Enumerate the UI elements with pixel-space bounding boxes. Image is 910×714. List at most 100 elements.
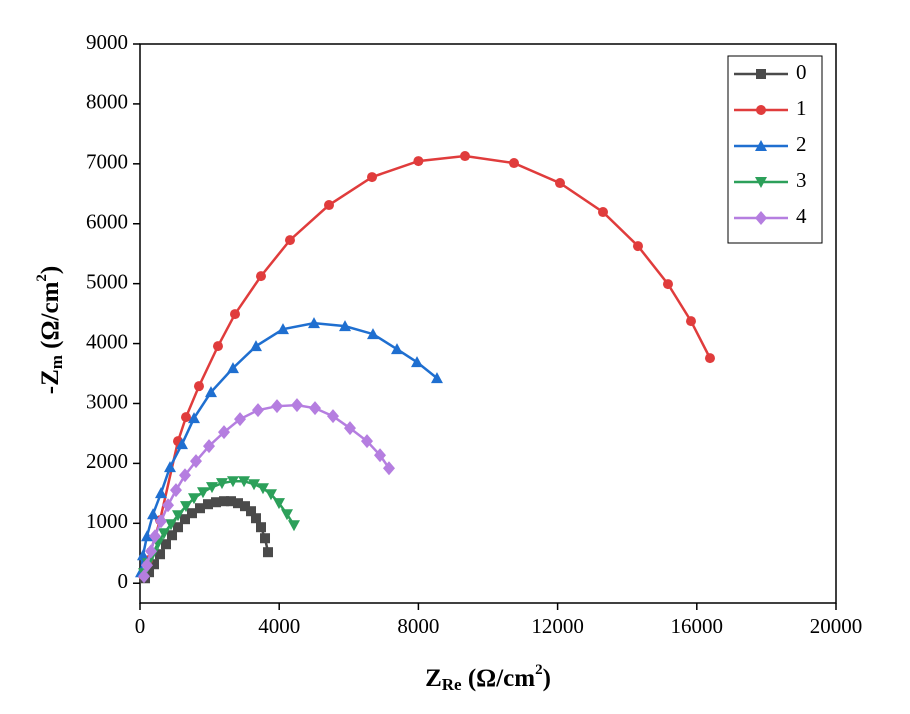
- marker: [218, 425, 231, 440]
- marker: [290, 398, 303, 413]
- marker: [193, 381, 204, 392]
- marker: [284, 235, 295, 246]
- marker: [430, 372, 443, 384]
- legend-label: 0: [796, 60, 807, 84]
- x-label-unit: (Ω/cm: [462, 665, 536, 692]
- y-label-sub: m: [47, 355, 66, 369]
- marker: [162, 498, 175, 513]
- legend-label: 1: [796, 96, 807, 120]
- x-label-sub: Re: [442, 675, 462, 694]
- marker: [211, 497, 222, 508]
- marker: [140, 530, 153, 542]
- marker: [136, 549, 149, 561]
- marker: [390, 343, 403, 355]
- marker: [158, 528, 171, 540]
- marker: [172, 510, 185, 522]
- x-tick-label: 0: [135, 614, 146, 638]
- y-label-sup: 2: [34, 274, 50, 282]
- marker: [262, 547, 273, 558]
- x-tick-label: 16000: [671, 614, 724, 638]
- marker: [327, 409, 340, 424]
- marker: [148, 529, 161, 544]
- marker: [188, 493, 201, 505]
- marker: [196, 487, 209, 499]
- marker: [361, 434, 374, 449]
- marker: [704, 353, 715, 364]
- marker: [226, 362, 239, 374]
- marker: [255, 522, 266, 533]
- marker: [248, 479, 261, 491]
- marker: [250, 513, 261, 524]
- marker: [206, 482, 219, 494]
- marker: [140, 558, 153, 573]
- marker: [186, 508, 197, 519]
- y-tick-label: 1000: [86, 509, 128, 533]
- y-tick-label: 8000: [86, 90, 128, 114]
- marker: [287, 520, 300, 532]
- legend-label: 2: [796, 132, 807, 156]
- marker: [366, 328, 379, 340]
- marker: [276, 323, 289, 335]
- x-tick-label: 4000: [258, 614, 300, 638]
- y-tick-label: 9000: [86, 30, 128, 54]
- marker: [169, 483, 182, 498]
- x-tick-label: 12000: [531, 614, 584, 638]
- marker: [632, 241, 643, 252]
- marker: [144, 567, 155, 578]
- x-axis-label: ZRe (Ω/cm2): [425, 662, 551, 693]
- marker: [508, 158, 519, 169]
- marker: [238, 476, 251, 488]
- y-label-unit: (Ω/cm: [37, 281, 64, 355]
- marker: [180, 501, 193, 513]
- y-label-main: -Z: [37, 369, 64, 394]
- marker: [239, 501, 250, 512]
- marker: [232, 498, 243, 509]
- y-tick-label: 7000: [86, 150, 128, 174]
- marker: [246, 506, 257, 517]
- y-tick-label: 0: [118, 569, 129, 593]
- marker: [219, 496, 230, 507]
- y-tick-label: 4000: [86, 329, 128, 353]
- legend-label: 3: [796, 168, 807, 192]
- marker: [144, 544, 157, 559]
- marker: [308, 317, 320, 329]
- marker: [323, 200, 334, 211]
- marker: [260, 533, 271, 544]
- marker: [203, 439, 216, 454]
- marker: [662, 279, 673, 290]
- marker: [154, 487, 167, 499]
- marker: [226, 476, 239, 488]
- marker: [188, 412, 201, 424]
- marker: [755, 140, 767, 151]
- series-line: [141, 154, 712, 576]
- marker: [343, 421, 356, 436]
- y-label-close: ): [37, 266, 64, 274]
- marker: [167, 530, 178, 541]
- marker: [280, 509, 293, 521]
- marker: [459, 151, 470, 162]
- x-label-close: ): [543, 665, 551, 692]
- x-tick-label: 20000: [810, 614, 863, 638]
- marker: [264, 489, 277, 501]
- marker: [756, 69, 766, 79]
- marker: [339, 320, 352, 332]
- legend-box: [727, 55, 823, 244]
- marker: [382, 461, 395, 476]
- plot-frame: [139, 43, 837, 604]
- marker: [155, 549, 166, 560]
- marker: [204, 386, 217, 398]
- marker: [163, 461, 176, 473]
- x-tick-label: 8000: [397, 614, 439, 638]
- marker: [154, 514, 167, 529]
- marker: [173, 522, 184, 533]
- y-tick-label: 3000: [86, 389, 128, 413]
- marker: [755, 211, 767, 225]
- marker: [555, 178, 566, 189]
- marker: [215, 478, 228, 490]
- marker: [413, 156, 424, 167]
- x-label-sup: 2: [535, 662, 543, 678]
- marker: [226, 496, 237, 507]
- marker: [138, 569, 151, 584]
- marker: [179, 514, 190, 525]
